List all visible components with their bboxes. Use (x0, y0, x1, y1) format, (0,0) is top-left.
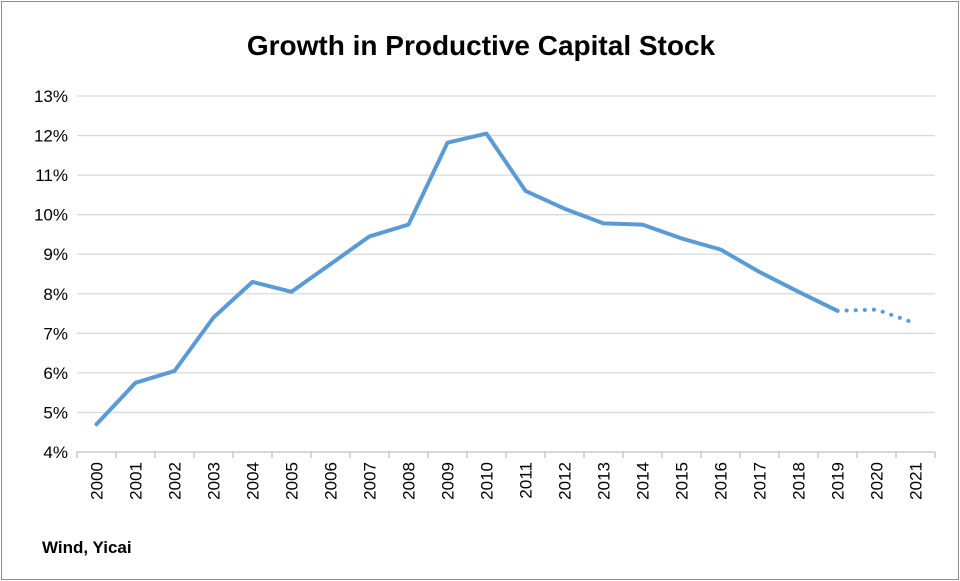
y-tick-label: 10% (34, 206, 68, 225)
gridlines (77, 95, 935, 414)
x-tick-label: 2001 (127, 462, 146, 500)
x-tick-label: 2016 (712, 462, 731, 500)
axes (76, 451, 936, 458)
y-tick-label: 12% (34, 127, 68, 146)
x-tick-label: 2013 (595, 462, 614, 500)
x-tick-label: 2018 (790, 462, 809, 500)
y-tick-label: 4% (43, 443, 68, 462)
x-tick-label: 2015 (673, 462, 692, 500)
x-tick-label: 2017 (751, 462, 770, 500)
x-tick-label: 2006 (322, 462, 341, 500)
x-tick-label: 2012 (556, 462, 575, 500)
x-tick-label: 2014 (634, 462, 653, 500)
x-tick-label: 2004 (244, 462, 263, 500)
y-tick-label: 5% (43, 403, 68, 422)
x-tick-label: 2000 (88, 462, 107, 500)
y-tick-label: 9% (43, 245, 68, 264)
y-tick-label: 13% (34, 87, 68, 106)
chart-title: Growth in Productive Capital Stock (246, 30, 716, 61)
x-tick-label: 2005 (283, 462, 302, 500)
series-lines (94, 131, 918, 427)
x-tick-labels: 2000 2001 2002 2003 2004 2005 2006 2007 2008 2009… (88, 462, 926, 500)
series-line-forecast (835, 307, 918, 326)
x-tick-label: 2002 (166, 462, 185, 500)
x-tick-label: 2008 (400, 462, 419, 500)
source-note: Wind, Yicai (42, 538, 132, 557)
y-tick-label: 6% (43, 364, 68, 383)
x-tick-label: 2009 (439, 462, 458, 500)
y-tick-labels: 4% 5% 6% 7% 8% 9% 10% 11% 12% 13% (34, 87, 68, 462)
x-tick-label: 2020 (868, 462, 887, 500)
x-tick-label: 2021 (907, 462, 926, 500)
series-line-actual (94, 131, 840, 427)
x-tick-label: 2011 (517, 462, 536, 499)
y-tick-label: 7% (43, 324, 68, 343)
x-tick-label: 2007 (361, 462, 380, 500)
x-tick-label: 2019 (829, 462, 848, 500)
x-tick-label: 2010 (478, 462, 497, 500)
x-tick-label: 2003 (205, 462, 224, 500)
y-tick-label: 8% (43, 285, 68, 304)
y-tick-label: 11% (35, 166, 68, 185)
